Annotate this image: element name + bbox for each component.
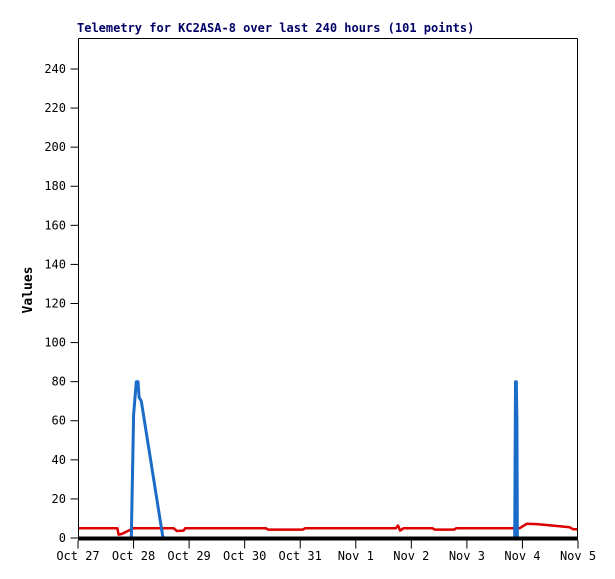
y-tick-label: 80 bbox=[52, 375, 66, 389]
x-axis-line bbox=[78, 536, 578, 541]
y-tick-label: 20 bbox=[52, 492, 66, 506]
x-tick-label: Oct 28 bbox=[112, 549, 155, 563]
x-tick-label: Oct 30 bbox=[223, 549, 266, 563]
y-tick-label: 60 bbox=[52, 414, 66, 428]
y-tick-label: 220 bbox=[44, 101, 66, 115]
telemetry-channel-red-line bbox=[78, 522, 578, 536]
plot-frame bbox=[78, 38, 578, 541]
y-tick-label: 0 bbox=[59, 531, 66, 545]
x-tick-label: Oct 27 bbox=[56, 549, 99, 563]
x-tick-label: Oct 29 bbox=[167, 549, 210, 563]
y-tick-label: 200 bbox=[44, 140, 66, 154]
y-tick-label: 40 bbox=[52, 453, 66, 467]
chart-series bbox=[78, 380, 578, 540]
y-tick-label: 180 bbox=[44, 179, 66, 193]
x-tick-label: Oct 31 bbox=[279, 549, 322, 563]
telemetry-channel-blue-line bbox=[78, 380, 578, 540]
y-tick-label: 120 bbox=[44, 296, 66, 310]
x-tick-label: Nov 5 bbox=[560, 549, 596, 563]
x-tick-label: Nov 1 bbox=[338, 549, 374, 563]
y-tick-label: 160 bbox=[44, 218, 66, 232]
x-axis-ticks: Oct 27 Oct 28 Oct 29 Oct 30 Oct 31 Nov 1 Nov 2… bbox=[56, 540, 596, 563]
chart-title: Telemetry for KC2ASA-8 over last 240 hou… bbox=[77, 21, 474, 35]
x-tick-label: Nov 3 bbox=[449, 549, 485, 563]
y-axis-label: Values bbox=[21, 267, 36, 314]
x-tick-label: Nov 4 bbox=[504, 549, 540, 563]
x-tick-label: Nov 2 bbox=[393, 549, 429, 563]
y-tick-label: 140 bbox=[44, 257, 66, 271]
y-axis-ticks: 0 20 40 60 80 100 120 140 160 180 200 220 240 bbox=[44, 62, 78, 545]
y-tick-label: 100 bbox=[44, 336, 66, 350]
y-tick-label: 240 bbox=[44, 62, 66, 76]
